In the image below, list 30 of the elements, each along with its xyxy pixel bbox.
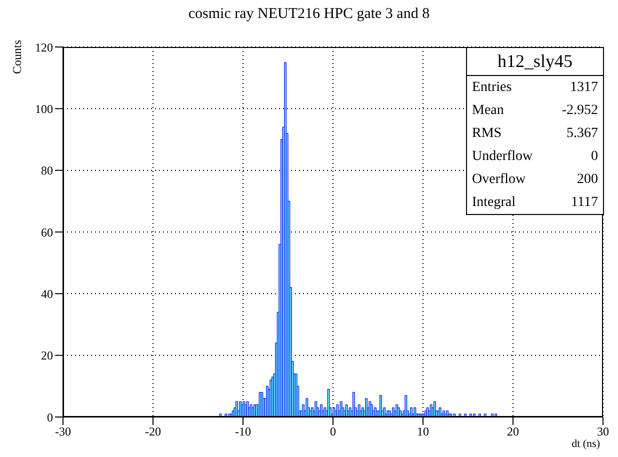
x-tick-label: 30 xyxy=(597,424,609,439)
x-tick-label: 0 xyxy=(330,424,336,439)
y-tick-label: 60 xyxy=(41,225,53,240)
y-tick-label: 120 xyxy=(35,40,53,54)
annotation: 1117 xyxy=(571,194,598,212)
y-tick-label: 0 xyxy=(47,410,53,424)
annotation: 0 xyxy=(591,148,598,166)
y-axis-title: Counts xyxy=(10,40,25,74)
annotation: Overflow xyxy=(472,171,526,189)
y-tick-label: 80 xyxy=(41,164,53,178)
x-tick-label: 20 xyxy=(507,424,519,439)
y-tick-label: 100 xyxy=(35,102,53,116)
x-tick-label: 10 xyxy=(417,424,429,439)
annotation: RMS xyxy=(472,125,502,143)
x-tick-label: -30 xyxy=(55,424,71,439)
annotation: -2.952 xyxy=(562,102,598,120)
annotation: 5.367 xyxy=(566,125,598,143)
y-tick-label: 20 xyxy=(41,348,53,363)
annotation: h12_sly45 xyxy=(467,48,603,76)
annotation: Underflow xyxy=(472,148,533,166)
annotation: Entries xyxy=(472,79,512,97)
annotation: 1317 xyxy=(570,79,598,97)
x-tick-label: -10 xyxy=(235,424,251,439)
annotation: Mean xyxy=(472,102,504,120)
annotation: Integral xyxy=(472,194,516,212)
y-tick-label: 40 xyxy=(41,286,53,301)
chart-title: cosmic ray NEUT216 HPC gate 3 and 8 xyxy=(187,6,431,23)
annotation: 200 xyxy=(577,171,598,189)
x-tick-label: -20 xyxy=(145,424,161,439)
x-axis-title: dt (ns) xyxy=(570,438,600,450)
